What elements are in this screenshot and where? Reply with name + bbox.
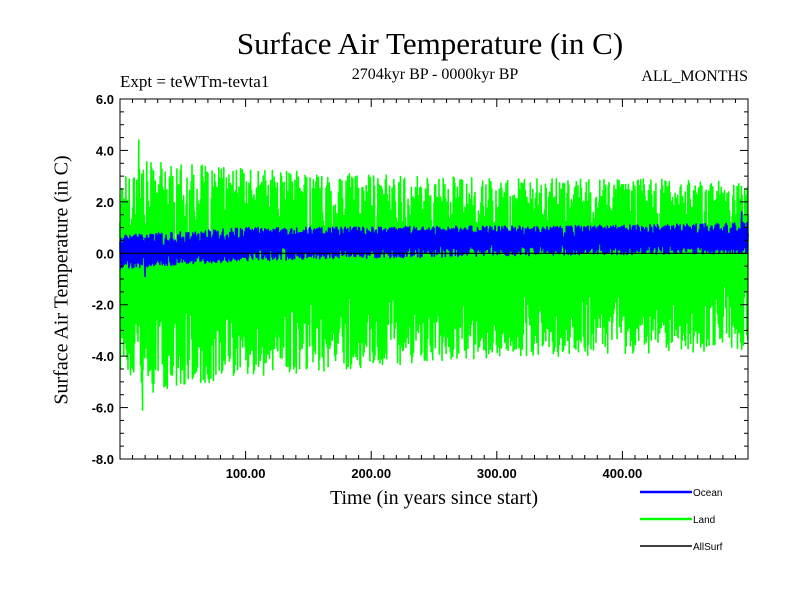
series-line-land: [119, 139, 749, 411]
x-tick-label: 100.00: [226, 466, 266, 481]
experiment-label: Expt = teWTm-tevta1: [120, 72, 270, 91]
legend-label-allsurf: AllSurf: [693, 542, 723, 553]
series-layer: [119, 139, 749, 411]
y-tick-label: -6.0: [92, 401, 114, 416]
y-tick-label: -8.0: [92, 452, 114, 467]
x-tick-label: 400.00: [603, 466, 643, 481]
y-tick-label: -4.0: [92, 349, 114, 364]
legend-label-land: Land: [693, 515, 715, 526]
period-label: 2704kyr BP - 0000kyr BP: [351, 66, 519, 83]
series-line-ocean: [119, 211, 749, 278]
y-tick-label: 4.0: [96, 143, 114, 158]
axis-ticks: 100.00 200.00 300.00 400.00 6.0 4.0 2.0 0.0 -2.0…: [92, 92, 749, 481]
y-tick-label: 6.0: [96, 92, 114, 107]
legend: Ocean Land AllSurf: [640, 488, 723, 553]
y-tick-label: 2.0: [96, 195, 114, 210]
x-tick-label: 200.00: [351, 466, 391, 481]
x-tick-label: 300.00: [477, 466, 517, 481]
x-axis-label: Time (in years since start): [329, 487, 539, 509]
legend-label-ocean: Ocean: [693, 488, 722, 499]
y-tick-label: 0.0: [96, 246, 114, 261]
chart-title: Surface Air Temperature (in C): [236, 26, 624, 61]
y-tick-label: -2.0: [92, 298, 114, 313]
months-label: ALL_MONTHS: [641, 68, 748, 85]
